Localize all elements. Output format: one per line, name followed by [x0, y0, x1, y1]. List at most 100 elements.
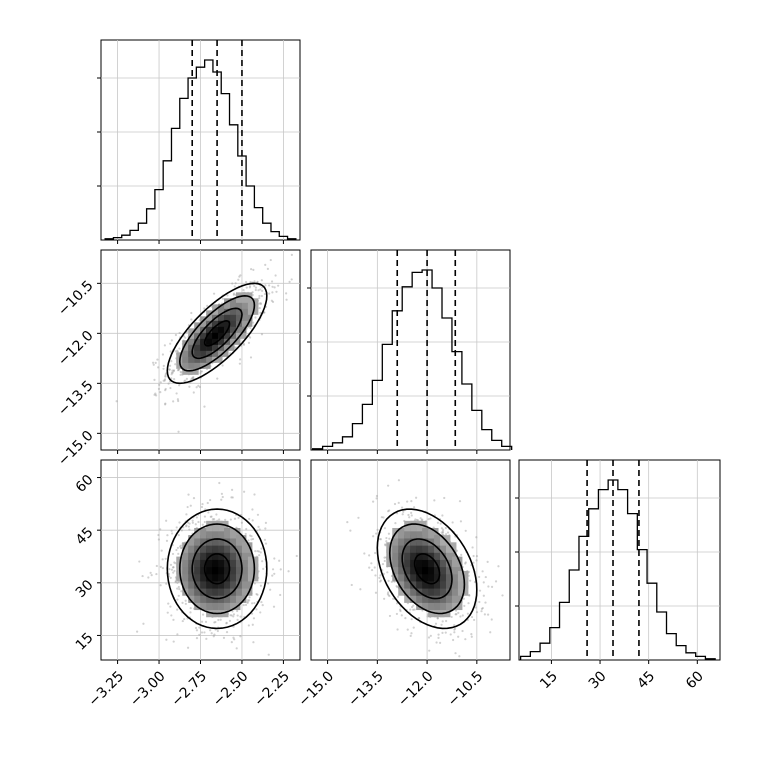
joint-2-3-density-cell	[451, 592, 463, 603]
joint-1-3-sample-point	[232, 615, 235, 618]
joint-1-3-density-cell	[235, 542, 247, 553]
joint-2-3-sample-point	[408, 516, 411, 519]
joint-1-2-sample-point	[270, 299, 273, 302]
joint-1-2-sample-point	[248, 285, 252, 288]
joint-2-3-density-cell	[451, 585, 463, 596]
joint-1-2-sample-point	[270, 280, 274, 283]
joint-1-3-sample-point	[267, 653, 270, 656]
joint-1-3-sample-point	[295, 554, 298, 558]
joint-1-3-sample-point	[233, 638, 236, 641]
joint-2-3-sample-point	[475, 611, 479, 614]
joint-1-3-sample-point	[260, 600, 263, 604]
joint-1-3-density-cell	[176, 563, 187, 575]
marginal-2-bin	[442, 318, 452, 450]
joint-1-3-sample-point	[249, 534, 252, 537]
joint-2-3-sample-point	[368, 554, 371, 557]
joint-1-2-density-cell	[188, 358, 199, 369]
joint-1-3-sample-point	[166, 534, 169, 537]
joint-1-3-sample-point	[161, 558, 164, 561]
joint-2-3-density-cell	[398, 527, 409, 539]
joint-2-3-sample-point	[409, 634, 412, 637]
joint-1-2-sample-point	[191, 376, 195, 380]
joint-1-3-sample-point	[213, 633, 216, 636]
joint-1-2-sample-point	[242, 343, 246, 346]
joint-2-3-sample-point	[454, 652, 457, 655]
joint-2-3-sample-point	[413, 608, 416, 611]
joint-1-3-density-cell	[182, 578, 193, 589]
joint-1-2-density-cell	[241, 292, 253, 303]
joint-1-2-sample-point	[258, 294, 261, 298]
joint-2-3-density-cell	[428, 585, 439, 596]
joint-1-3-sample-point	[187, 493, 190, 496]
joint-1-3-density-cell	[230, 535, 241, 546]
joint-1-3: 60 45 30 15 −3.25 −3.00 −2.75 −2.50 −2.25	[73, 459, 301, 710]
joint-1-2-density-cell	[206, 328, 217, 339]
joint-2-3-sample-point	[501, 594, 504, 597]
marginal-2-bin	[382, 344, 392, 450]
joint-2-3-sample-point	[436, 521, 440, 524]
marginal-1-bin	[163, 161, 171, 240]
joint-1-3-sample-point	[176, 581, 179, 584]
joint-2-3-density-cell	[404, 563, 415, 575]
joint-1-2-sample-point	[198, 385, 202, 389]
joint-2-3-sample-point	[381, 562, 385, 566]
joint-1-3-sample-point	[244, 532, 247, 536]
joint-1-2-sample-point	[288, 280, 291, 283]
joint-1-2-sample-point	[274, 274, 277, 277]
joint-1-2-sample-point	[174, 363, 177, 366]
joint-2-3-density-cell	[404, 556, 415, 568]
joint-1-2-sample-point	[168, 364, 172, 367]
joint-1-2-sample-point	[260, 279, 263, 282]
joint-1-3-sample-point	[157, 533, 160, 537]
joint-1-3-sample-point	[287, 570, 290, 573]
joint-1-2-sample-point	[244, 280, 248, 284]
joint-2-3-sample-point	[484, 601, 487, 604]
marginal-3-bin	[589, 509, 599, 660]
joint-2-3-content	[346, 479, 504, 658]
joint-1-2-density-cell	[206, 346, 217, 357]
joint-2-3-sample-point	[410, 514, 413, 517]
joint-1-2-density-cell	[212, 322, 223, 333]
joint-2-3-sample-point	[444, 526, 447, 530]
joint-2-3-sample-point	[481, 606, 484, 610]
joint-1-3-sample-point	[261, 604, 264, 607]
joint-1-2-density-cell	[194, 334, 205, 345]
joint-2-3-sample-point	[458, 500, 462, 503]
joint-1-3-density-cell	[194, 535, 205, 546]
joint-2-3-density-cell	[428, 556, 439, 568]
joint-1-2-sample-point	[180, 371, 183, 374]
marginal-3-x-tick-label: 45	[634, 668, 658, 692]
joint-1-2-sample-point	[264, 284, 267, 287]
joint-1-2-density-cell	[188, 346, 199, 357]
joint-1-3-y-tick-label: 15	[73, 630, 97, 654]
joint-2-3-contour	[413, 553, 441, 585]
joint-1-2-density-cell	[218, 304, 229, 315]
joint-1-2-density-cell	[176, 358, 187, 369]
joint-1-2-sample-point	[257, 245, 259, 247]
joint-2-3-x-tick-label: −13.5	[345, 668, 387, 710]
joint-1-3-sample-point	[279, 593, 282, 597]
joint-2-3-sample-point	[497, 565, 500, 568]
joint-2-3-sample-point	[469, 579, 472, 582]
joint-1-3-sample-point	[169, 605, 172, 608]
joint-1-2-density-cell	[206, 322, 217, 333]
joint-2-3-sample-point	[417, 616, 420, 620]
joint-2-3-sample-point	[438, 641, 442, 644]
joint-1-3-sample-point	[173, 569, 176, 573]
joint-1-2-sample-point	[249, 280, 252, 284]
joint-1-3-density-cell	[194, 599, 205, 611]
joint-1-3-sample-point	[136, 630, 139, 633]
joint-2-3-density-cell	[404, 585, 415, 596]
joint-2-3-sample-point	[385, 540, 388, 543]
joint-1-2-sample-point	[199, 370, 202, 373]
joint-2-3-sample-point	[478, 589, 482, 592]
joint-2-3-sample-point	[453, 628, 456, 631]
joint-1-3-density-cell	[218, 570, 229, 582]
joint-2-3-sample-point	[375, 494, 379, 498]
marginal-1-bin	[205, 60, 213, 240]
joint-1-2-density-cell	[182, 346, 193, 357]
joint-1-3-sample-point	[200, 505, 204, 509]
marginal-3-bin	[569, 570, 579, 660]
joint-2-3-sample-point	[374, 551, 377, 555]
marginal-3-bin	[618, 490, 628, 660]
